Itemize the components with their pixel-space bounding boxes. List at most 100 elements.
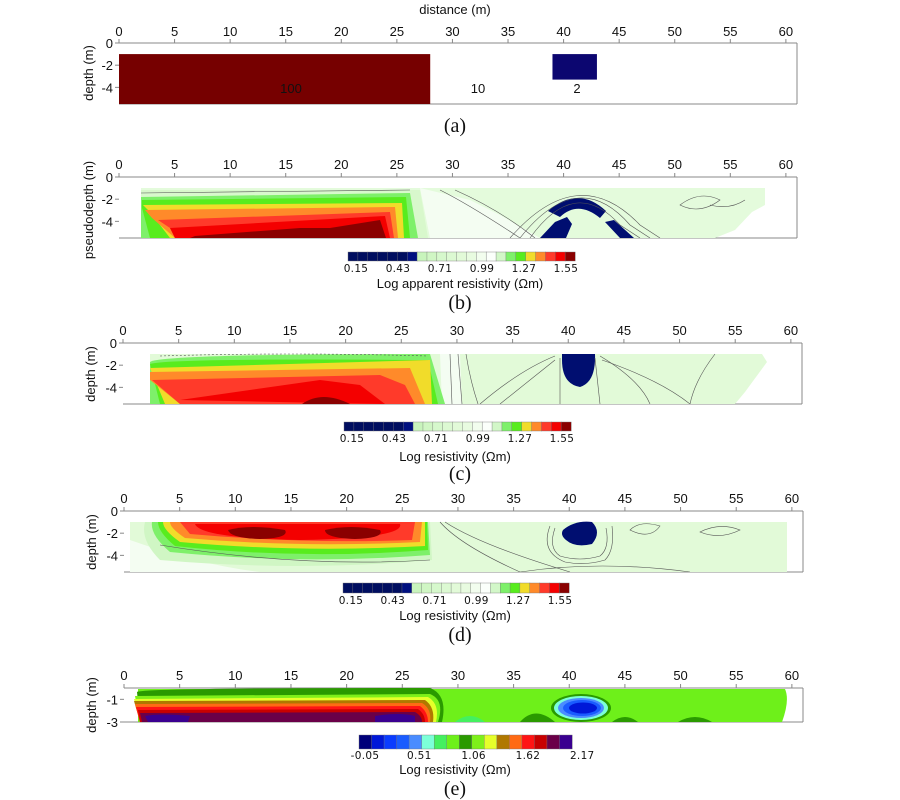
colorbar-tick-label: 0.71 <box>422 595 447 607</box>
x-tick-label: 10 <box>223 157 237 172</box>
colorbar-swatch <box>377 251 388 262</box>
colorbar-swatch <box>446 251 458 262</box>
colorbar-swatch <box>416 251 428 262</box>
colorbar-swatch <box>495 251 507 262</box>
colorbar-swatch <box>521 421 533 432</box>
colorbar-swatch <box>433 734 448 750</box>
x-tick-label: 35 <box>501 24 515 39</box>
x-tick-label: 35 <box>501 157 515 172</box>
x-tick-label: 55 <box>723 157 737 172</box>
panel-c-axes: 0 5 10 15 20 25 30 35 40 45 50 55 60 0 -2 -4 <box>105 323 803 405</box>
colorbar-title: Log resistivity (Ωm) <box>399 449 511 464</box>
colorbar-tick-label: 0.43 <box>382 433 407 445</box>
x-tick-label: 55 <box>723 24 737 39</box>
colorbar-swatch <box>551 421 562 432</box>
colorbar-swatch <box>371 734 385 750</box>
colorbar-swatch <box>343 421 355 432</box>
x-tick-label: 15 <box>278 24 292 39</box>
field-layer <box>140 712 422 722</box>
y-tick-label: -4 <box>105 380 117 395</box>
colorbar-tick-label: -0.05 <box>351 750 380 762</box>
x-tick-label: 45 <box>617 323 631 338</box>
colorbar-swatch <box>471 734 485 750</box>
colorbar-title: Log resistivity (Ωm) <box>399 608 511 623</box>
x-tick-label: 40 <box>556 157 570 172</box>
colorbar-swatch <box>422 421 434 432</box>
x-tick-label: 0 <box>120 668 127 683</box>
x-tick-label: 5 <box>171 24 178 39</box>
x-tick-label: 50 <box>673 668 687 683</box>
x-tick-label: 55 <box>729 491 743 506</box>
colorbar-swatch <box>363 421 375 432</box>
colorbar-swatch <box>342 582 354 594</box>
colorbar-swatch <box>441 582 452 594</box>
field-layer <box>375 714 415 722</box>
field-layer <box>145 714 190 722</box>
colorbar-swatch <box>560 421 572 432</box>
colorbar-swatch <box>491 421 503 432</box>
colorbar-swatch <box>372 582 383 594</box>
colorbar-swatch <box>519 582 531 594</box>
panel-c-field <box>150 353 767 404</box>
colorbar-c: 0.15 0.43 0.71 0.99 1.27 1.55 <box>340 421 574 445</box>
colorbar-swatch <box>462 421 473 432</box>
x-tick-label: 60 <box>779 24 793 39</box>
panel-label-b: (b) <box>448 292 471 314</box>
colorbar-swatch <box>357 251 369 262</box>
x-tick-label: 20 <box>334 157 348 172</box>
colorbar-title: Log apparent resistivity (Ωm) <box>377 276 544 291</box>
x-tick-label: 55 <box>729 668 743 683</box>
colorbar-tick-label: 0.99 <box>470 263 495 275</box>
colorbar-swatch <box>476 251 487 262</box>
x-tick-label: 0 <box>120 491 127 506</box>
colorbar-swatch <box>545 251 556 262</box>
field-light-band <box>130 540 260 572</box>
x-tick-label: 50 <box>673 491 687 506</box>
colorbar-swatch <box>564 251 576 262</box>
colorbar-swatch <box>509 734 523 750</box>
colorbar-swatch <box>501 421 513 432</box>
y-tick-label: 0 <box>110 336 117 351</box>
x-tick-label: 50 <box>672 323 686 338</box>
x-tick-label: 25 <box>394 323 408 338</box>
colorbar-swatch <box>362 582 373 594</box>
contour-lines <box>159 521 741 572</box>
colorbar-tick-label: 2.17 <box>570 750 595 762</box>
colorbar-swatch <box>456 251 467 262</box>
x-tick-label: 25 <box>395 668 409 683</box>
y-axis-label: depth (m) <box>81 45 96 101</box>
colorbar-tick-label: 0.43 <box>381 595 406 607</box>
colorbar-tick-label: 1.27 <box>506 595 531 607</box>
colorbar-swatch <box>511 421 523 432</box>
colorbar-tick-label: 0.15 <box>339 595 364 607</box>
x-tick-label: 25 <box>390 157 404 172</box>
x-tick-label: 0 <box>119 323 126 338</box>
field-low-body <box>548 198 606 218</box>
x-tick-label: 15 <box>284 668 298 683</box>
model-block-high-resistivity <box>119 54 431 104</box>
colorbar-swatch <box>460 582 472 594</box>
field-layer <box>678 717 712 722</box>
panel-d-field <box>130 521 787 572</box>
colorbar-tick-label: 0.15 <box>344 263 369 275</box>
colorbar-swatch <box>490 582 501 594</box>
y-tick-label: -4 <box>106 548 118 563</box>
colorbar-swatch <box>367 251 379 262</box>
panel-c: 0 5 10 15 20 25 30 35 40 45 50 55 600-2-4 depth (m) … <box>83 323 803 485</box>
colorbar-swatch <box>500 582 511 594</box>
colorbar-swatch <box>509 582 521 594</box>
colorbar-tick-label: 1.55 <box>548 595 573 607</box>
x-tick-label: 60 <box>785 491 799 506</box>
colorbar-swatch <box>408 734 423 750</box>
colorbar-d: 0.15 0.43 0.71 0.99 1.27 1.55 <box>339 582 573 607</box>
colorbar-swatch <box>393 421 404 432</box>
colorbar-swatch <box>407 251 418 262</box>
colorbar-e: -0.05 0.51 1.06 1.62 2.17 <box>351 734 595 762</box>
colorbar-swatch <box>459 734 473 750</box>
colorbar-swatch <box>521 734 535 750</box>
colorbar-tick-label: 1.62 <box>516 750 541 762</box>
y-tick-label: -1 <box>106 692 118 707</box>
colorbar-swatch <box>383 421 394 432</box>
x-tick-label: 20 <box>334 24 348 39</box>
